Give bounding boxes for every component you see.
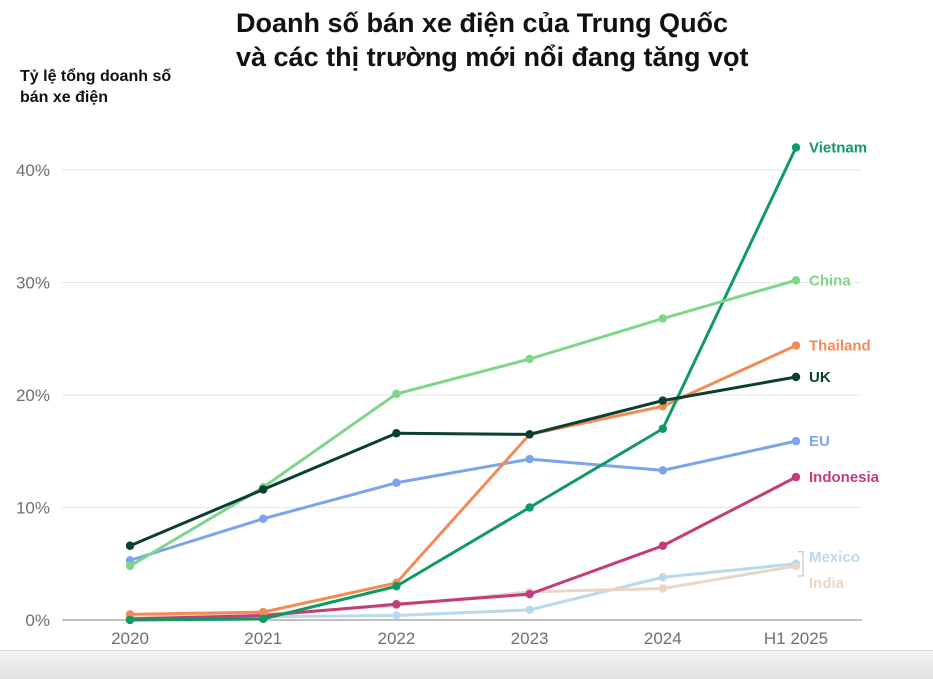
x-tick-label: 2024 xyxy=(644,629,682,648)
data-point xyxy=(791,472,801,482)
series-eu xyxy=(125,436,801,565)
data-point xyxy=(791,372,801,382)
x-tick-label: 2021 xyxy=(244,629,282,648)
data-point xyxy=(392,478,401,487)
chart-title: Doanh số bán xe điện của Trung Quốc và c… xyxy=(236,8,749,72)
series-label: China xyxy=(809,272,851,289)
series-label: Mexico xyxy=(809,549,860,566)
y-axis-label: Tỷ lệ tổng doanh số bán xe điện xyxy=(20,68,172,106)
series-label: EU xyxy=(809,433,830,450)
data-point xyxy=(525,430,534,439)
data-point xyxy=(791,276,801,285)
series-line xyxy=(128,562,798,620)
label-bracket xyxy=(798,551,804,577)
data-point xyxy=(259,614,268,624)
series-thailand xyxy=(125,341,801,619)
data-point xyxy=(658,584,667,593)
x-tick-label: 2020 xyxy=(111,629,149,648)
data-point xyxy=(525,354,534,364)
data-point xyxy=(791,341,801,350)
series-line xyxy=(128,146,798,622)
data-point xyxy=(791,143,801,152)
data-point xyxy=(259,514,268,523)
data-point xyxy=(658,424,667,433)
y-tick-label: 40% xyxy=(16,161,50,180)
data-point xyxy=(259,485,268,494)
data-point xyxy=(392,611,401,620)
data-point xyxy=(658,541,667,550)
series-line xyxy=(128,375,798,548)
series-label: India xyxy=(809,575,845,592)
series-line xyxy=(128,475,798,621)
data-point xyxy=(392,389,401,399)
y-tick-label: 30% xyxy=(16,274,50,293)
data-point xyxy=(525,454,534,464)
series-line xyxy=(128,278,798,568)
line-chart: 0% 10% 20% 30% 40% 2020 2021 2022 2023 2024 H1 20… xyxy=(16,140,880,649)
data-point xyxy=(525,605,534,615)
data-point xyxy=(658,314,667,323)
series-uk xyxy=(125,372,801,550)
window-bottom-bar xyxy=(0,650,933,679)
series-vietnam xyxy=(125,143,801,625)
data-point xyxy=(125,561,135,571)
x-tick-label: 2023 xyxy=(511,629,549,648)
y-tick-label: 10% xyxy=(16,499,50,518)
data-point xyxy=(392,582,401,591)
series-line xyxy=(128,439,798,562)
data-point xyxy=(791,436,801,446)
data-point xyxy=(259,607,268,617)
y-tick-label: 20% xyxy=(16,386,50,405)
data-point xyxy=(125,615,135,625)
series-label: Vietnam xyxy=(809,140,867,157)
data-point xyxy=(658,466,667,475)
y-tick-label: 0% xyxy=(25,611,50,630)
series-label: Indonesia xyxy=(809,469,880,486)
data-point xyxy=(658,396,667,405)
data-point xyxy=(125,541,135,550)
data-point xyxy=(392,600,401,609)
data-point xyxy=(525,503,534,512)
data-point xyxy=(658,573,667,582)
series-label: Thailand xyxy=(809,338,871,355)
data-point xyxy=(392,429,401,438)
data-point xyxy=(525,589,534,599)
data-point xyxy=(791,561,801,571)
x-tick-label: H1 2025 xyxy=(764,629,828,648)
x-tick-label: 2022 xyxy=(377,629,415,648)
series-label: UK xyxy=(809,369,831,386)
